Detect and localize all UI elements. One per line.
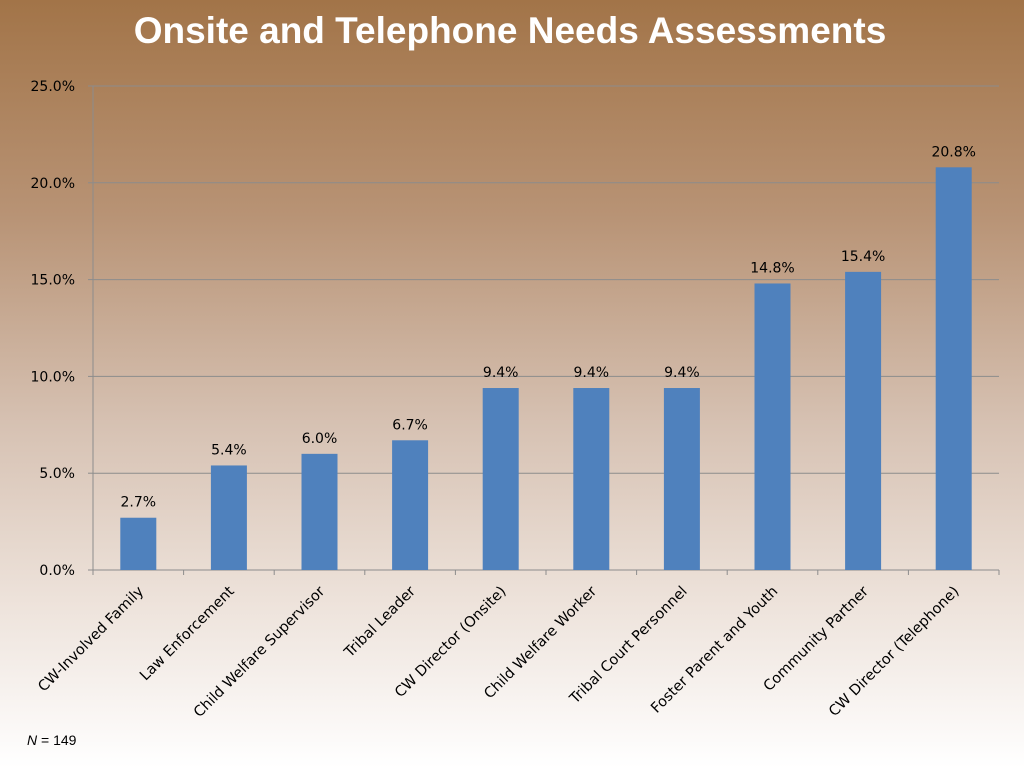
y-tick-label: 20.0%	[31, 176, 75, 192]
chart-title: Onsite and Telephone Needs Assessments	[133, 10, 887, 51]
sample-size-note: N = 149	[27, 732, 76, 748]
data-label: 6.7%	[392, 417, 428, 433]
category-label: Law Enforcement	[137, 583, 238, 684]
y-tick-label: 15.0%	[31, 273, 75, 289]
data-labels: 2.7% 5.4% 6.0% 6.7% 9.4% 9.4% 9.4% 14.8% 15.4% 20…	[121, 144, 976, 510]
category-label: CW-Involved Family	[35, 583, 147, 695]
sample-size-value: = 149	[37, 732, 77, 748]
bar	[573, 388, 610, 570]
category-label: Community Partner	[761, 583, 872, 694]
y-tick-label: 0.0%	[39, 563, 75, 579]
data-label: 14.8%	[750, 260, 794, 276]
bar	[663, 388, 700, 570]
bars	[120, 167, 972, 570]
bar	[482, 388, 519, 570]
data-label: 9.4%	[574, 365, 610, 381]
sample-size-symbol: N	[27, 732, 38, 748]
data-label: 9.4%	[483, 365, 519, 381]
category-label: Tribal Leader	[341, 583, 419, 661]
y-tick-label: 10.0%	[31, 369, 75, 385]
bar	[935, 167, 972, 570]
data-label: 15.4%	[841, 249, 885, 265]
data-label: 20.8%	[931, 144, 975, 160]
data-label: 6.0%	[302, 431, 338, 447]
bar	[845, 271, 882, 570]
bar	[301, 453, 338, 570]
bar	[392, 440, 429, 570]
data-label: 9.4%	[664, 365, 700, 381]
y-tick-label: 25.0%	[31, 79, 75, 95]
bar	[754, 283, 791, 570]
bar	[120, 517, 157, 570]
y-tick-labels: 0.0% 5.0% 10.0% 15.0% 20.0% 25.0%	[31, 79, 75, 579]
data-label: 5.4%	[211, 442, 247, 458]
data-label: 2.7%	[121, 495, 157, 511]
bar	[210, 465, 247, 570]
y-tick-label: 5.0%	[39, 466, 75, 482]
